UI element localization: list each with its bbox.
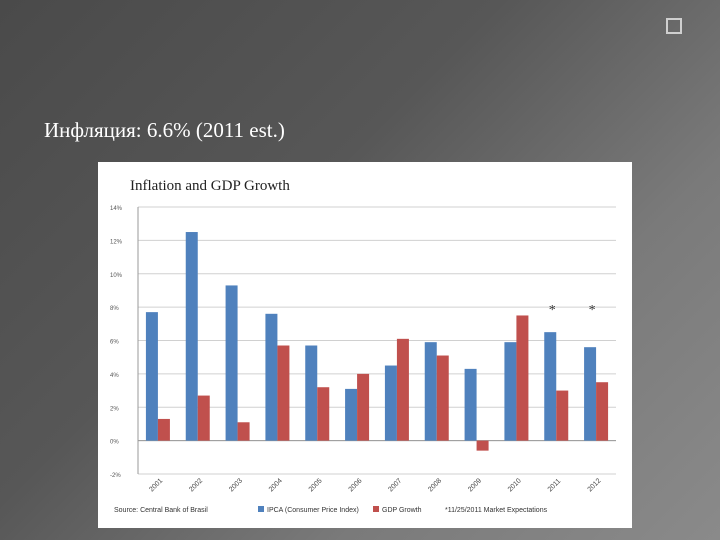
source-note: Source: Central Bank of Brasil <box>114 507 208 514</box>
x-tick-label: 2006 <box>348 477 364 493</box>
slide-bullet-text: Инфляция: 6.6% (2011 est.) <box>44 118 285 142</box>
gdp-bar-2004 <box>277 345 290 441</box>
gdp-bar-2001 <box>157 418 170 441</box>
ipca-bar-2008 <box>424 342 437 441</box>
gdp-bar-2008 <box>436 355 449 441</box>
annotation-asterisk: * <box>549 303 556 318</box>
x-tick-label: 2004 <box>268 477 284 493</box>
x-tick-label: 2007 <box>387 477 403 493</box>
gdp-bar-2011 <box>556 390 569 441</box>
gdp-bar-2003 <box>237 422 250 441</box>
legend-swatch <box>373 506 379 512</box>
legend-swatch <box>258 506 264 512</box>
legend-label: IPCA (Consumer Price Index) <box>267 507 359 514</box>
gdp-bar-2006 <box>357 373 370 441</box>
gdp-bar-2007 <box>396 338 409 441</box>
gdp-bar-2002 <box>197 395 210 441</box>
y-tick-label: 6% <box>110 340 119 346</box>
x-tick-label: 2008 <box>427 477 443 493</box>
x-tick-label: 2001 <box>148 477 164 493</box>
gdp-bar-2005 <box>317 387 330 441</box>
chart-title: Inflation and GDP Growth <box>130 178 290 194</box>
legend-label: GDP Growth <box>382 507 422 514</box>
x-tick-label: 2003 <box>228 477 244 493</box>
gdp-bar-2009 <box>476 440 489 451</box>
y-tick-label: 2% <box>110 406 119 412</box>
ipca-bar-2006 <box>345 388 358 441</box>
y-tick-label: -2% <box>110 473 121 479</box>
x-tick-label: 2011 <box>547 478 563 494</box>
ipca-bar-2001 <box>145 312 158 441</box>
annotation-asterisk: * <box>589 303 596 318</box>
x-tick-label: 2005 <box>308 477 324 493</box>
ipca-bar-2002 <box>185 232 198 441</box>
gdp-bar-2012 <box>596 382 609 441</box>
y-tick-label: 0% <box>110 440 119 446</box>
x-tick-label: 2002 <box>188 477 204 493</box>
x-tick-label: 2012 <box>587 477 603 493</box>
ipca-bar-2009 <box>464 368 477 441</box>
ipca-bar-2007 <box>384 365 397 441</box>
y-tick-label: 12% <box>110 239 123 245</box>
inflation-gdp-chart: Inflation and GDP Growth -2% 0% 2% 4% 6% 8% 10… <box>110 178 616 514</box>
square-bullet-icon <box>666 18 682 34</box>
x-tick-label: 2010 <box>507 477 523 493</box>
ipca-bar-2011 <box>544 332 557 441</box>
gdp-bar-2010 <box>516 315 529 441</box>
x-tick-label: 2009 <box>467 477 483 493</box>
y-tick-label: 10% <box>110 273 123 279</box>
ipca-bar-2010 <box>504 342 517 441</box>
legend-note: *11/25/2011 Market Expectations <box>445 507 548 514</box>
ipca-bar-2003 <box>225 285 238 441</box>
ipca-bar-2004 <box>265 313 278 441</box>
y-tick-label: 14% <box>110 206 123 212</box>
ipca-bar-2005 <box>305 345 318 441</box>
ipca-bar-2012 <box>584 347 597 441</box>
y-tick-label: 4% <box>110 373 119 379</box>
chart-panel: Inflation and GDP Growth -2% 0% 2% 4% 6% 8% 10… <box>98 162 632 528</box>
y-tick-label: 8% <box>110 306 119 312</box>
